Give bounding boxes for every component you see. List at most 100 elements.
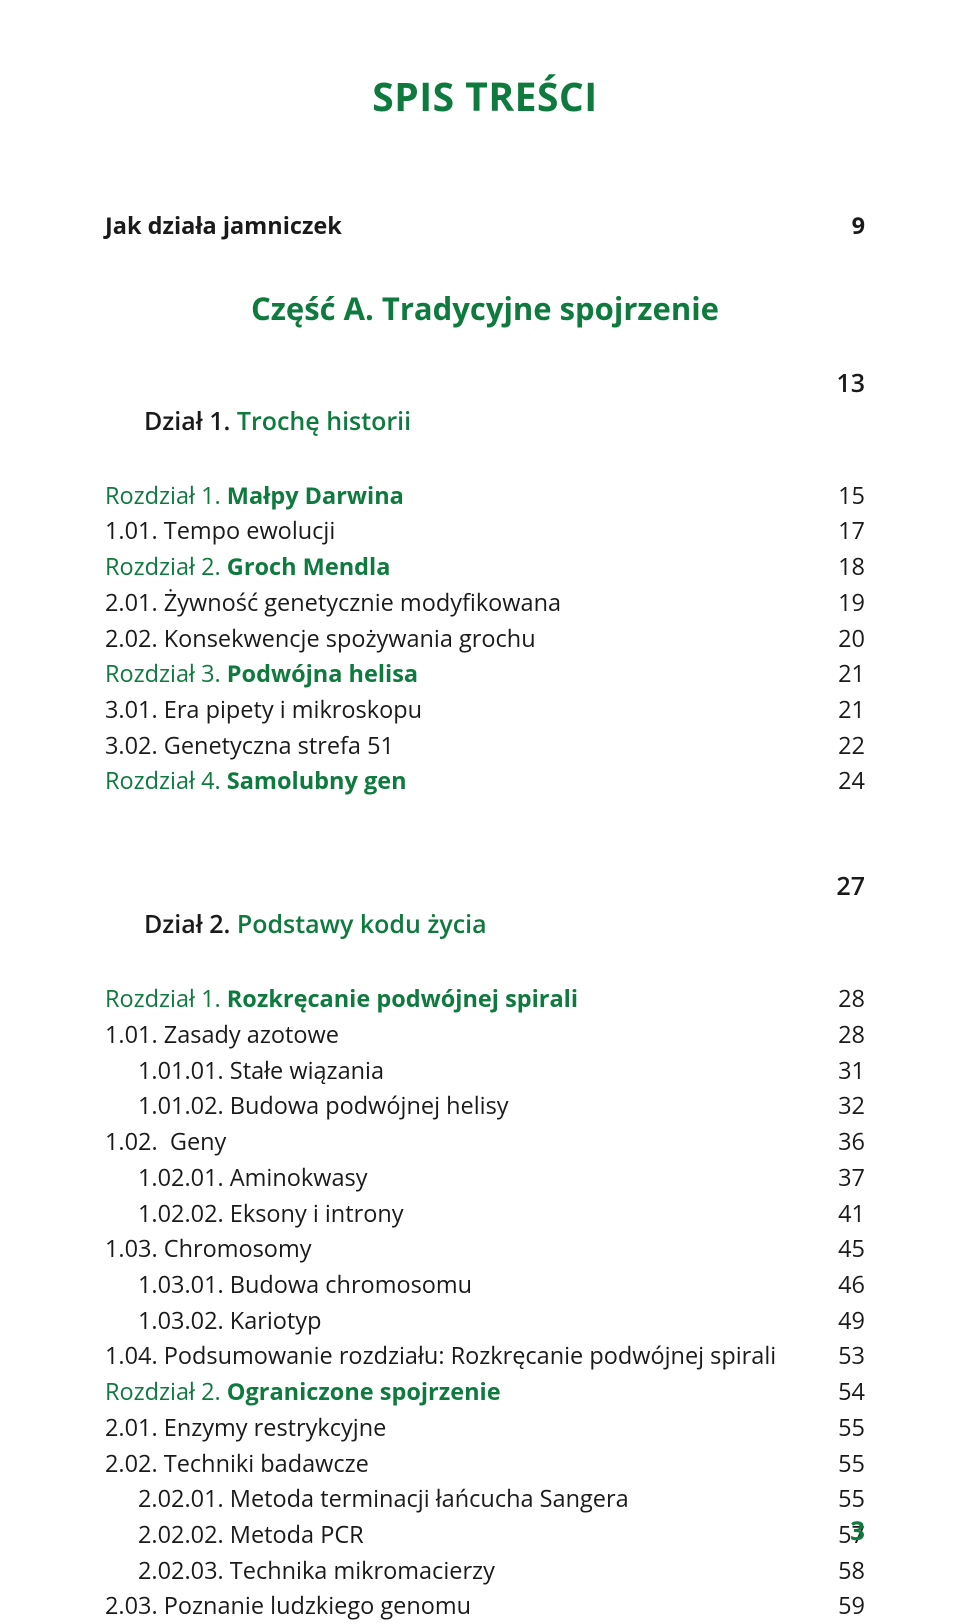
toc-page: 53: [825, 1338, 865, 1374]
toc-label: 1.03.01. Budowa chromosomu: [105, 1267, 472, 1303]
section-2-items: Rozdział 1. Rozkręcanie podwójnej spiral…: [105, 981, 865, 1624]
toc-row: Rozdział 3. Podwójna helisa 21: [105, 656, 865, 692]
toc-row: 1.02.02. Eksony i introny41: [105, 1196, 865, 1232]
chapter-title: Małpy Darwina: [227, 479, 404, 511]
section-1-items: Rozdział 1. Małpy Darwina151.01. Tempo e…: [105, 478, 865, 799]
chapter-prefix: Rozdział 3.: [105, 657, 227, 689]
toc-page: 22: [825, 728, 865, 764]
toc-page: 19: [825, 585, 865, 621]
toc-page: 55: [825, 1410, 865, 1446]
toc-label: Jak działa jamniczek: [105, 208, 342, 244]
toc-row: 1.03.01. Budowa chromosomu 46: [105, 1267, 865, 1303]
toc-row: Rozdział 1. Małpy Darwina 15: [105, 478, 865, 514]
toc-label: Rozdział 2. Ograniczone spojrzenie: [105, 1374, 501, 1410]
toc-label: 2.01. Żywność genetycznie modyfikowana: [105, 585, 561, 621]
toc-page: 28: [825, 981, 865, 1017]
section-title-text: Trochę historii: [230, 404, 411, 438]
toc-label: Rozdział 1. Rozkręcanie podwójnej spiral…: [105, 981, 578, 1017]
section-1-heading: Dział 1. Trochę historii 13: [105, 364, 865, 478]
toc-label: 1.01.02. Budowa podwójnej helisy: [105, 1088, 509, 1124]
toc-page: 27: [825, 867, 865, 905]
chapter-title: Rozkręcanie podwójnej spirali: [227, 982, 578, 1014]
toc-label: 1.04. Podsumowanie rozdziału: Rozkręcani…: [105, 1338, 776, 1374]
toc-label: 2.01. Enzymy restrykcyjne: [105, 1410, 386, 1446]
toc-label: 1.01. Tempo ewolucji: [105, 513, 335, 549]
toc-row: 2.01. Żywność genetycznie modyfikowana 19: [105, 585, 865, 621]
toc-page: 21: [825, 692, 865, 728]
toc-label: Dział 1. Trochę historii: [105, 364, 411, 478]
toc-label: 1.02. Geny: [105, 1124, 226, 1160]
chapter-prefix: Rozdział 1.: [105, 982, 227, 1014]
toc-label: 1.02.01. Aminokwasy: [105, 1160, 368, 1196]
toc-row: 1.01. Zasady azotowe 28: [105, 1017, 865, 1053]
toc-row: Rozdział 1. Rozkręcanie podwójnej spiral…: [105, 981, 865, 1017]
toc-label: 2.02.03. Technika mikromacierzy: [105, 1553, 495, 1589]
toc-row-intro: Jak działa jamniczek 9: [105, 208, 865, 244]
toc-row: Rozdział 2. Ograniczone spojrzenie 54: [105, 1374, 865, 1410]
toc-label: Rozdział 2. Groch Mendla: [105, 549, 390, 585]
toc-page: 31: [825, 1053, 865, 1089]
chapter-title: Podwójna helisa: [227, 657, 418, 689]
chapter-title: Groch Mendla: [227, 550, 391, 582]
toc-page: 18: [825, 549, 865, 585]
toc-page: 37: [825, 1160, 865, 1196]
toc-label: 2.03. Poznanie ludzkiego genomu: [105, 1588, 471, 1624]
toc-label: Rozdział 3. Podwójna helisa: [105, 656, 418, 692]
toc-row: 2.02.01. Metoda terminacji łańcucha Sang…: [105, 1481, 865, 1517]
toc-page: 28: [825, 1017, 865, 1053]
toc-row: 1.04. Podsumowanie rozdziału: Rozkręcani…: [105, 1338, 865, 1374]
chapter-title: Ograniczone spojrzenie: [227, 1375, 501, 1407]
section-title-text: Podstawy kodu życia: [230, 907, 486, 941]
toc-page: 41: [825, 1196, 865, 1232]
toc-row: 1.01. Tempo ewolucji 17: [105, 513, 865, 549]
toc-row: 2.02.03. Technika mikromacierzy 58: [105, 1553, 865, 1589]
chapter-title: Samolubny gen: [227, 764, 407, 796]
toc-page: 36: [825, 1124, 865, 1160]
toc-row: 3.01. Era pipety i mikroskopu 21: [105, 692, 865, 728]
toc-row: 2.03. Poznanie ludzkiego genomu59: [105, 1588, 865, 1624]
chapter-prefix: Rozdział 2.: [105, 550, 227, 582]
toc-page: 49: [825, 1303, 865, 1339]
page-title: SPIS TREŚCI: [105, 70, 865, 123]
toc-row: 1.01.02. Budowa podwójnej helisy32: [105, 1088, 865, 1124]
toc-label: 2.02. Techniki badawcze: [105, 1446, 369, 1482]
chapter-prefix: Rozdział 1.: [105, 479, 227, 511]
toc-page: 9: [825, 208, 865, 244]
toc-label: 2.02. Konsekwencje spożywania grochu: [105, 621, 536, 657]
part-a-heading: Część A. Tradycyjne spojrzenie: [105, 288, 865, 330]
toc-page: 15: [825, 478, 865, 514]
toc-row: 2.02. Techniki badawcze 55: [105, 1446, 865, 1482]
toc-row: 1.02.01. Aminokwasy 37: [105, 1160, 865, 1196]
toc-label: 3.02. Genetyczna strefa 51: [105, 728, 394, 764]
toc-label: 1.01. Zasady azotowe: [105, 1017, 339, 1053]
toc-row: 1.03.02. Kariotyp 49: [105, 1303, 865, 1339]
section-prefix: Dział 2.: [144, 907, 230, 941]
toc-page: 17: [825, 513, 865, 549]
toc-row: 2.02. Konsekwencje spożywania grochu 20: [105, 621, 865, 657]
footer-page-number: 3: [850, 1512, 865, 1548]
toc-label: Rozdział 1. Małpy Darwina: [105, 478, 404, 514]
toc-page: 13: [825, 364, 865, 402]
toc-page: 20: [825, 621, 865, 657]
toc-label: 1.01.01. Stałe wiązania: [105, 1053, 384, 1089]
toc-label: 2.02.02. Metoda PCR: [105, 1517, 364, 1553]
toc-page: 24: [825, 763, 865, 799]
toc-page: 55: [825, 1446, 865, 1482]
toc-row: 1.01.01. Stałe wiązania 31: [105, 1053, 865, 1089]
toc-page: 45: [825, 1231, 865, 1267]
toc-page: 21: [825, 656, 865, 692]
section-2-heading: Dział 2. Podstawy kodu życia 27: [105, 867, 865, 981]
toc-row: 3.02. Genetyczna strefa 51 22: [105, 728, 865, 764]
page-root: SPIS TREŚCI Jak działa jamniczek 9 Część…: [0, 0, 960, 1584]
toc-row: 1.03. Chromosomy 45: [105, 1231, 865, 1267]
toc-page: 58: [825, 1553, 865, 1589]
toc-label: 1.03.02. Kariotyp: [105, 1303, 321, 1339]
section-gap: [105, 799, 865, 833]
toc-row: Rozdział 2. Groch Mendla 18: [105, 549, 865, 585]
toc-label: Rozdział 4. Samolubny gen: [105, 763, 407, 799]
toc-label: 3.01. Era pipety i mikroskopu: [105, 692, 422, 728]
toc-page: 46: [825, 1267, 865, 1303]
toc-label: 1.03. Chromosomy: [105, 1231, 311, 1267]
chapter-prefix: Rozdział 2.: [105, 1375, 227, 1407]
toc-page: 54: [825, 1374, 865, 1410]
